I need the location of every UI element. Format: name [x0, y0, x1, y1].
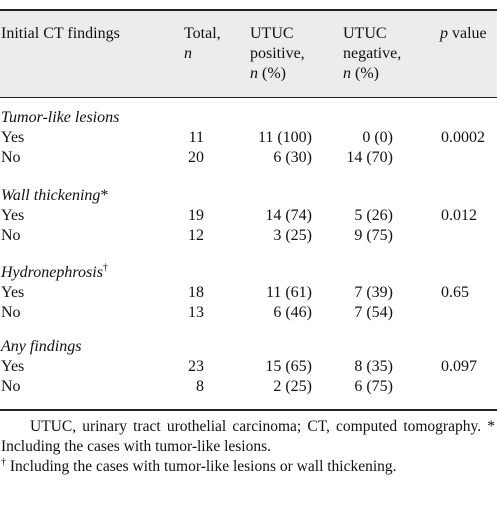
section-title: Tumor-like lesions	[1, 108, 119, 128]
cell-negative: 5 (26)	[354, 207, 393, 224]
header-value: value	[448, 25, 487, 42]
header-positive: UTUC positive, n (%)	[250, 24, 305, 84]
cell-pvalue: 0.097	[441, 358, 477, 375]
footnote-dagger: † Including the cases with tumor-like le…	[1, 457, 495, 477]
header-negative-n: n	[343, 65, 351, 82]
row-label: No	[1, 304, 21, 321]
cell-positive: 11 (61)	[265, 284, 312, 301]
cell-positive: 11 (100)	[257, 129, 312, 146]
header-total: Total, n	[184, 24, 221, 64]
cell-pvalue: 0.0002	[441, 129, 485, 146]
section-title-text: Any findings	[1, 338, 82, 355]
section-title: Any findings	[1, 337, 81, 357]
header-findings: Initial CT findings	[1, 24, 120, 44]
row-label: Yes	[1, 284, 25, 301]
header-negative-pct: (%)	[351, 65, 379, 82]
header-negative: UTUC negative, n (%)	[343, 24, 401, 84]
cell-negative: 14 (70)	[346, 149, 393, 166]
bottom-rule	[0, 409, 497, 411]
header-positive-line2: positive,	[250, 45, 305, 62]
cell-pvalue: 0.012	[441, 207, 477, 224]
header-pvalue: p value	[440, 24, 487, 44]
header-positive-n: n	[250, 65, 258, 82]
section-title: Hydronephrosis†	[1, 263, 108, 283]
cell-positive: 15 (65)	[265, 358, 312, 375]
row-label: No	[1, 149, 21, 166]
footnote-abbreviations: UTUC, urinary tract urothelial carcinoma…	[1, 418, 495, 455]
cell-total: 18	[188, 284, 204, 301]
row-label: Yes	[1, 207, 25, 224]
cell-positive: 6 (30)	[273, 149, 312, 166]
section-title-text: Wall thickening	[1, 187, 101, 204]
header-negative-line1: UTUC	[343, 25, 387, 42]
header-negative-line2: negative,	[343, 45, 402, 62]
cell-negative: 7 (39)	[354, 284, 393, 301]
section-footnote-mark: †	[102, 262, 108, 274]
table-header	[0, 9, 497, 97]
cell-total: 19	[188, 207, 204, 224]
section-title: Wall thickening*	[1, 186, 108, 206]
cell-negative: 0 (0)	[362, 129, 393, 146]
section-footnote-mark: *	[100, 187, 109, 204]
header-positive-pct: (%)	[258, 65, 286, 82]
cell-pvalue: 0.65	[441, 284, 469, 301]
row-label: Yes	[1, 358, 25, 375]
header-total-line1: Total,	[184, 25, 221, 42]
header-rule	[0, 97, 497, 98]
header-total-line2: n	[184, 45, 192, 62]
cell-negative: 9 (75)	[354, 227, 393, 244]
cell-total: 20	[188, 149, 204, 166]
header-findings-text: Initial CT findings	[1, 25, 120, 42]
cell-positive: 14 (74)	[265, 207, 312, 224]
cell-total: 23	[188, 358, 204, 375]
cell-total: 13	[188, 304, 204, 321]
cell-positive: 2 (25)	[273, 378, 312, 395]
table-footnote: UTUC, urinary tract urothelial carcinoma…	[1, 417, 495, 477]
cell-negative: 8 (35)	[354, 358, 393, 375]
row-label: Yes	[1, 129, 25, 146]
footnote-dagger-text: Including the cases with tumor-like lesi…	[6, 458, 397, 475]
cell-positive: 6 (46)	[273, 304, 312, 321]
header-p: p	[440, 25, 448, 42]
section-title-text: Hydronephrosis	[1, 264, 103, 281]
section-title-text: Tumor-like lesions	[1, 109, 120, 126]
cell-positive: 3 (25)	[273, 227, 312, 244]
cell-negative: 6 (75)	[354, 378, 393, 395]
cell-total: 8	[196, 378, 204, 395]
top-rule	[0, 9, 497, 11]
row-label: No	[1, 378, 21, 395]
header-positive-line1: UTUC	[250, 25, 294, 42]
cell-negative: 7 (54)	[354, 304, 393, 321]
cell-total: 11	[188, 129, 204, 146]
row-label: No	[1, 227, 21, 244]
cell-total: 12	[188, 227, 204, 244]
footnote-dagger-mark: †	[1, 456, 6, 468]
